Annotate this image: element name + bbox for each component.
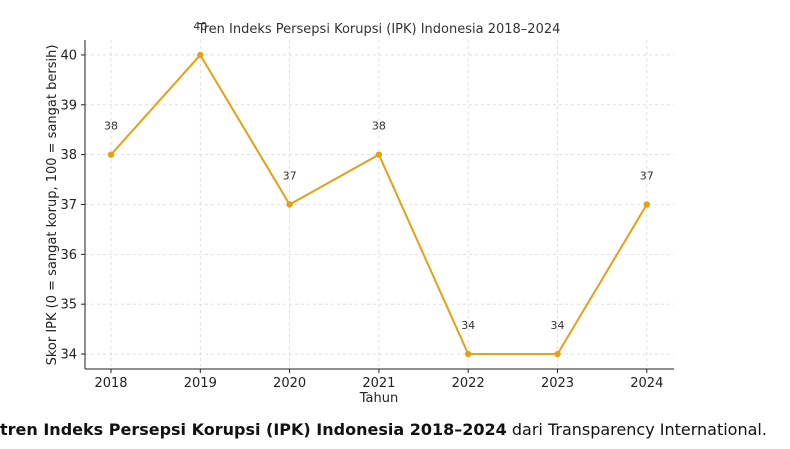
data-point — [286, 201, 293, 208]
data-point — [375, 151, 383, 158]
x-tick-label: 2021 — [362, 376, 395, 391]
caption-bold: tren Indeks Persepsi Korupsi (IPK) Indon… — [0, 420, 507, 439]
x-tick-label: 2020 — [273, 376, 306, 391]
data-point — [643, 201, 650, 208]
x-tick-label: 2022 — [452, 376, 485, 391]
data-label: 40 — [193, 20, 207, 33]
x-tick-label: 2018 — [94, 376, 127, 391]
data-point — [554, 350, 561, 358]
y-tick-label: 34 — [60, 348, 77, 363]
x-axis-label: Tahun — [359, 391, 398, 406]
series-layer — [107, 51, 650, 358]
data-labels: 38 40 37 38 34 34 37 — [104, 20, 654, 332]
data-label: 38 — [372, 120, 386, 133]
data-label: 38 — [104, 120, 118, 133]
data-point — [465, 350, 472, 358]
axes: 2018 2019 2020 2021 2022 2023 2024 34 35 36 37 38 39… — [60, 40, 674, 391]
data-label: 34 — [551, 319, 565, 332]
data-label: 37 — [283, 170, 297, 183]
x-tick-label: 2019 — [184, 376, 217, 391]
chart-title: Tren Indeks Persepsi Korupsi (IPK) Indon… — [197, 22, 561, 37]
y-tick-label: 39 — [60, 98, 77, 113]
y-tick-label: 38 — [60, 148, 77, 163]
y-tick-label: 35 — [60, 298, 77, 313]
y-axis-label: Skor IPK (0 = sangat korup, 100 = sangat… — [45, 45, 60, 366]
line-chart: 2018 2019 2020 2021 2022 2023 2024 34 35 36 37 38 39… — [45, 20, 674, 406]
data-label: 37 — [640, 170, 654, 183]
data-point — [197, 51, 204, 59]
y-tick-label: 37 — [60, 198, 77, 213]
figure-caption: tren Indeks Persepsi Korupsi (IPK) Indon… — [0, 420, 790, 439]
y-tick-label: 40 — [60, 48, 77, 63]
caption-rest: dari Transparency International. — [506, 420, 767, 439]
y-tick-label: 36 — [60, 248, 77, 263]
grid — [85, 40, 674, 369]
data-point — [107, 151, 115, 158]
data-label: 34 — [461, 319, 475, 332]
x-tick-label: 2023 — [541, 376, 574, 391]
x-tick-label: 2024 — [630, 376, 663, 391]
